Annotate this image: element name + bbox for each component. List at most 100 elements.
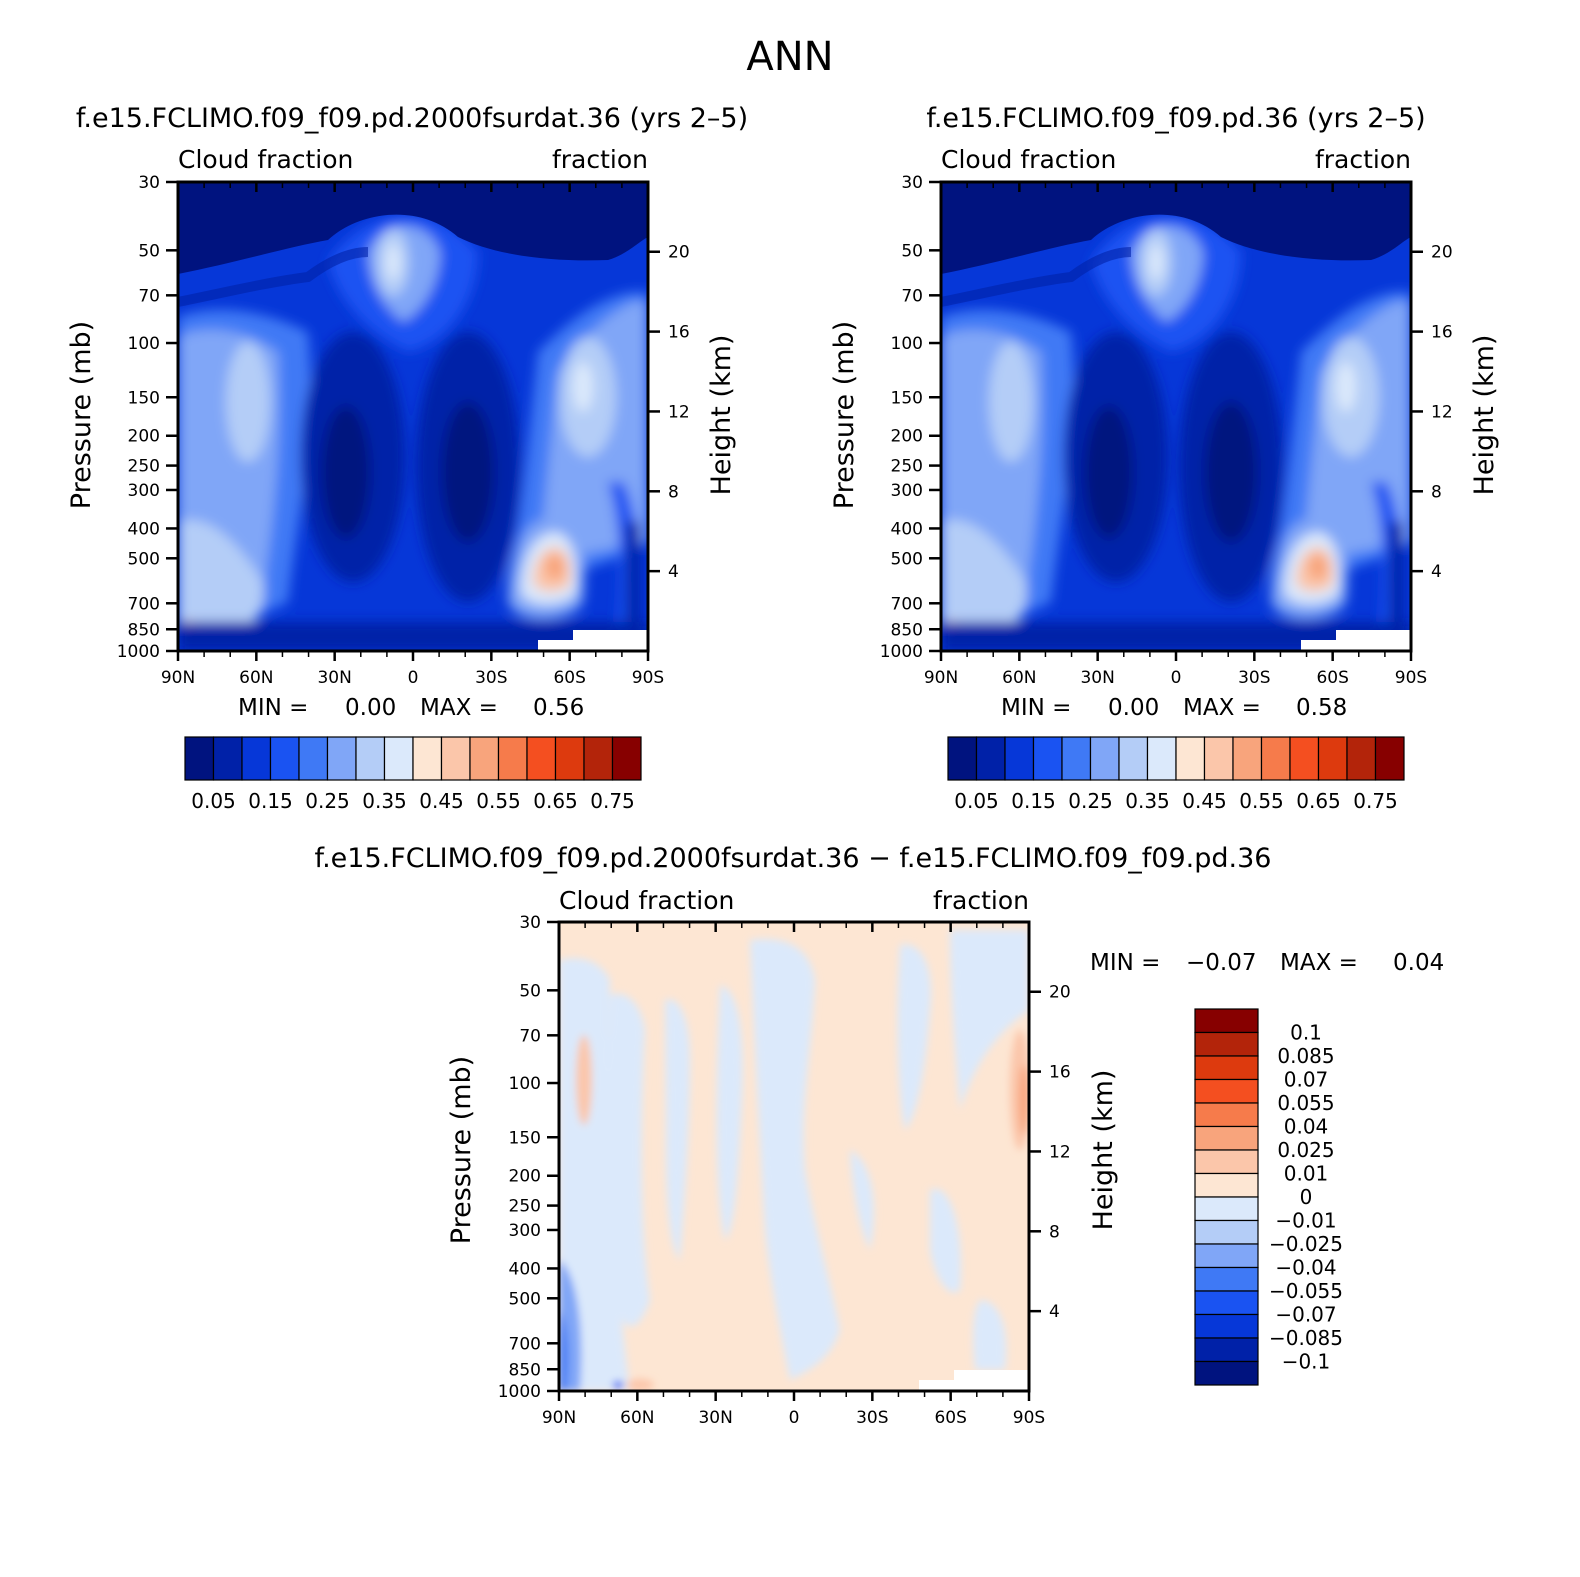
left-min-value: 0.00	[345, 695, 396, 721]
colorbar-box	[1194, 1196, 1259, 1222]
y-tick-label: 70	[901, 286, 923, 306]
left-subtitle-left: Cloud fraction	[178, 145, 353, 174]
x-tick-label: 90N	[542, 1408, 576, 1428]
y-tick-label: 1000	[498, 1382, 541, 1402]
colorbar-box	[326, 736, 357, 781]
x-tick-label: 90N	[161, 668, 195, 688]
y-tick-label: 30	[138, 173, 160, 193]
left-y2-axis: 20 16 12 8 4	[648, 243, 690, 582]
y-tick-label: 1000	[117, 642, 160, 662]
colorbar-label: 0.04	[1284, 1115, 1329, 1139]
colorbar-box	[1194, 1219, 1259, 1245]
right-y2-axis: 20 16 12 8 4	[1411, 243, 1453, 582]
colorbar-box	[469, 736, 500, 781]
y2-tick-label: 12	[1049, 1142, 1071, 1162]
x-tick-label: 30N	[1080, 668, 1114, 688]
colorbar-box	[355, 736, 386, 781]
y-tick-label: 300	[891, 481, 923, 501]
colorbar-label: 0.05	[954, 789, 999, 813]
x-tick-label: 90N	[924, 668, 958, 688]
colorbar-box	[1194, 1149, 1259, 1175]
y-tick-label: 700	[509, 1334, 541, 1354]
y-tick-label: 400	[891, 519, 923, 539]
colorbar-box	[412, 736, 443, 781]
y-tick-label: 70	[519, 1026, 541, 1046]
x-tick-label: 90S	[632, 668, 664, 688]
y-tick-label: 200	[891, 427, 923, 447]
left-x-axis: 90N 60N 30N 0 30S 60S 90S	[161, 182, 664, 688]
y-tick-label: 250	[128, 457, 160, 477]
left-panel-title: f.e15.FCLIMO.f09_f09.pd.2000fsurdat.36 (…	[76, 103, 748, 134]
colorbar-box	[383, 736, 414, 781]
colorbar-label: 0.15	[248, 789, 293, 813]
colorbar-box	[1194, 1031, 1259, 1057]
difference-min-value: −0.07	[1186, 950, 1256, 976]
y-tick-label: 250	[891, 457, 923, 477]
colorbar-label: 0.65	[533, 789, 578, 813]
y2-tick-label: 8	[1049, 1222, 1060, 1242]
y2-tick-label: 16	[1431, 323, 1453, 343]
y2-tick-label: 20	[668, 243, 690, 263]
y-tick-label: 850	[128, 620, 160, 640]
colorbar-label: 0.07	[1284, 1068, 1329, 1092]
colorbar-label: 0.35	[362, 789, 407, 813]
colorbar-label: −0.07	[1275, 1303, 1336, 1327]
right-colorbar: 0.05 0.15 0.25 0.35 0.45 0.55 0.65 0.75	[947, 736, 1405, 813]
right-ylabel: Pressure (mb)	[829, 321, 860, 509]
colorbar-box	[1061, 736, 1092, 781]
difference-panel: f.e15.FCLIMO.f09_f09.pd.2000fsurdat.36 −…	[315, 843, 1445, 1428]
y-tick-label: 100	[509, 1074, 541, 1094]
y2-tick-label: 8	[1431, 482, 1442, 502]
y-tick-label: 50	[901, 241, 923, 261]
colorbar-box	[526, 736, 557, 781]
colorbar-box	[1118, 736, 1149, 781]
colorbar-box	[184, 736, 215, 781]
colorbar-label: 0.085	[1277, 1044, 1334, 1068]
colorbar-box	[1374, 736, 1405, 781]
colorbar-label: 0.25	[305, 789, 350, 813]
colorbar-box	[1346, 736, 1377, 781]
y-tick-label: 150	[509, 1128, 541, 1148]
y2-tick-label: 12	[1431, 402, 1453, 422]
y2-tick-label: 16	[1049, 1063, 1071, 1083]
colorbar-label: −0.025	[1269, 1232, 1343, 1256]
colorbar-label: 0.45	[419, 789, 464, 813]
colorbar-box	[1089, 736, 1120, 781]
x-tick-label: 60N	[239, 668, 273, 688]
colorbar-label: −0.01	[1275, 1209, 1336, 1233]
y-tick-label: 300	[509, 1221, 541, 1241]
x-tick-label: 30S	[1238, 668, 1270, 688]
y-tick-label: 850	[509, 1360, 541, 1380]
colorbar-box	[583, 736, 614, 781]
y2-tick-label: 4	[1049, 1302, 1060, 1322]
colorbar-box	[554, 736, 585, 781]
x-tick-label: 30N	[317, 668, 351, 688]
colorbar-label: 0.55	[1239, 789, 1284, 813]
colorbar-box	[1194, 1172, 1259, 1198]
colorbar-box	[1232, 736, 1263, 781]
x-tick-label: 60S	[934, 1408, 966, 1428]
colorbar-box	[1194, 1313, 1259, 1339]
right-x-axis: 90N 60N 30N 0 30S 60S 90S	[924, 182, 1427, 688]
x-tick-label: 90S	[1013, 1408, 1045, 1428]
left-subtitle-right: fraction	[552, 145, 648, 174]
colorbar-box	[1194, 1125, 1259, 1151]
colorbar-box	[1194, 1102, 1259, 1128]
right-panel-title: f.e15.FCLIMO.f09_f09.pd.36 (yrs 2–5)	[926, 103, 1425, 134]
right-subtitle-left: Cloud fraction	[941, 145, 1116, 174]
y-tick-label: 250	[509, 1197, 541, 1217]
y2-tick-label: 8	[668, 482, 679, 502]
y-tick-label: 700	[891, 594, 923, 614]
colorbar-box	[241, 736, 272, 781]
y-tick-label: 70	[138, 286, 160, 306]
y2-tick-label: 4	[668, 562, 679, 582]
difference-min-label: MIN =	[1090, 950, 1160, 976]
right-contour-field	[941, 182, 1411, 651]
colorbar-box	[1203, 736, 1234, 781]
colorbar-box	[1175, 736, 1206, 781]
colorbar-box	[1032, 736, 1063, 781]
y2-tick-label: 12	[668, 402, 690, 422]
y-tick-label: 850	[891, 620, 923, 640]
colorbar-label: 0.05	[191, 789, 236, 813]
